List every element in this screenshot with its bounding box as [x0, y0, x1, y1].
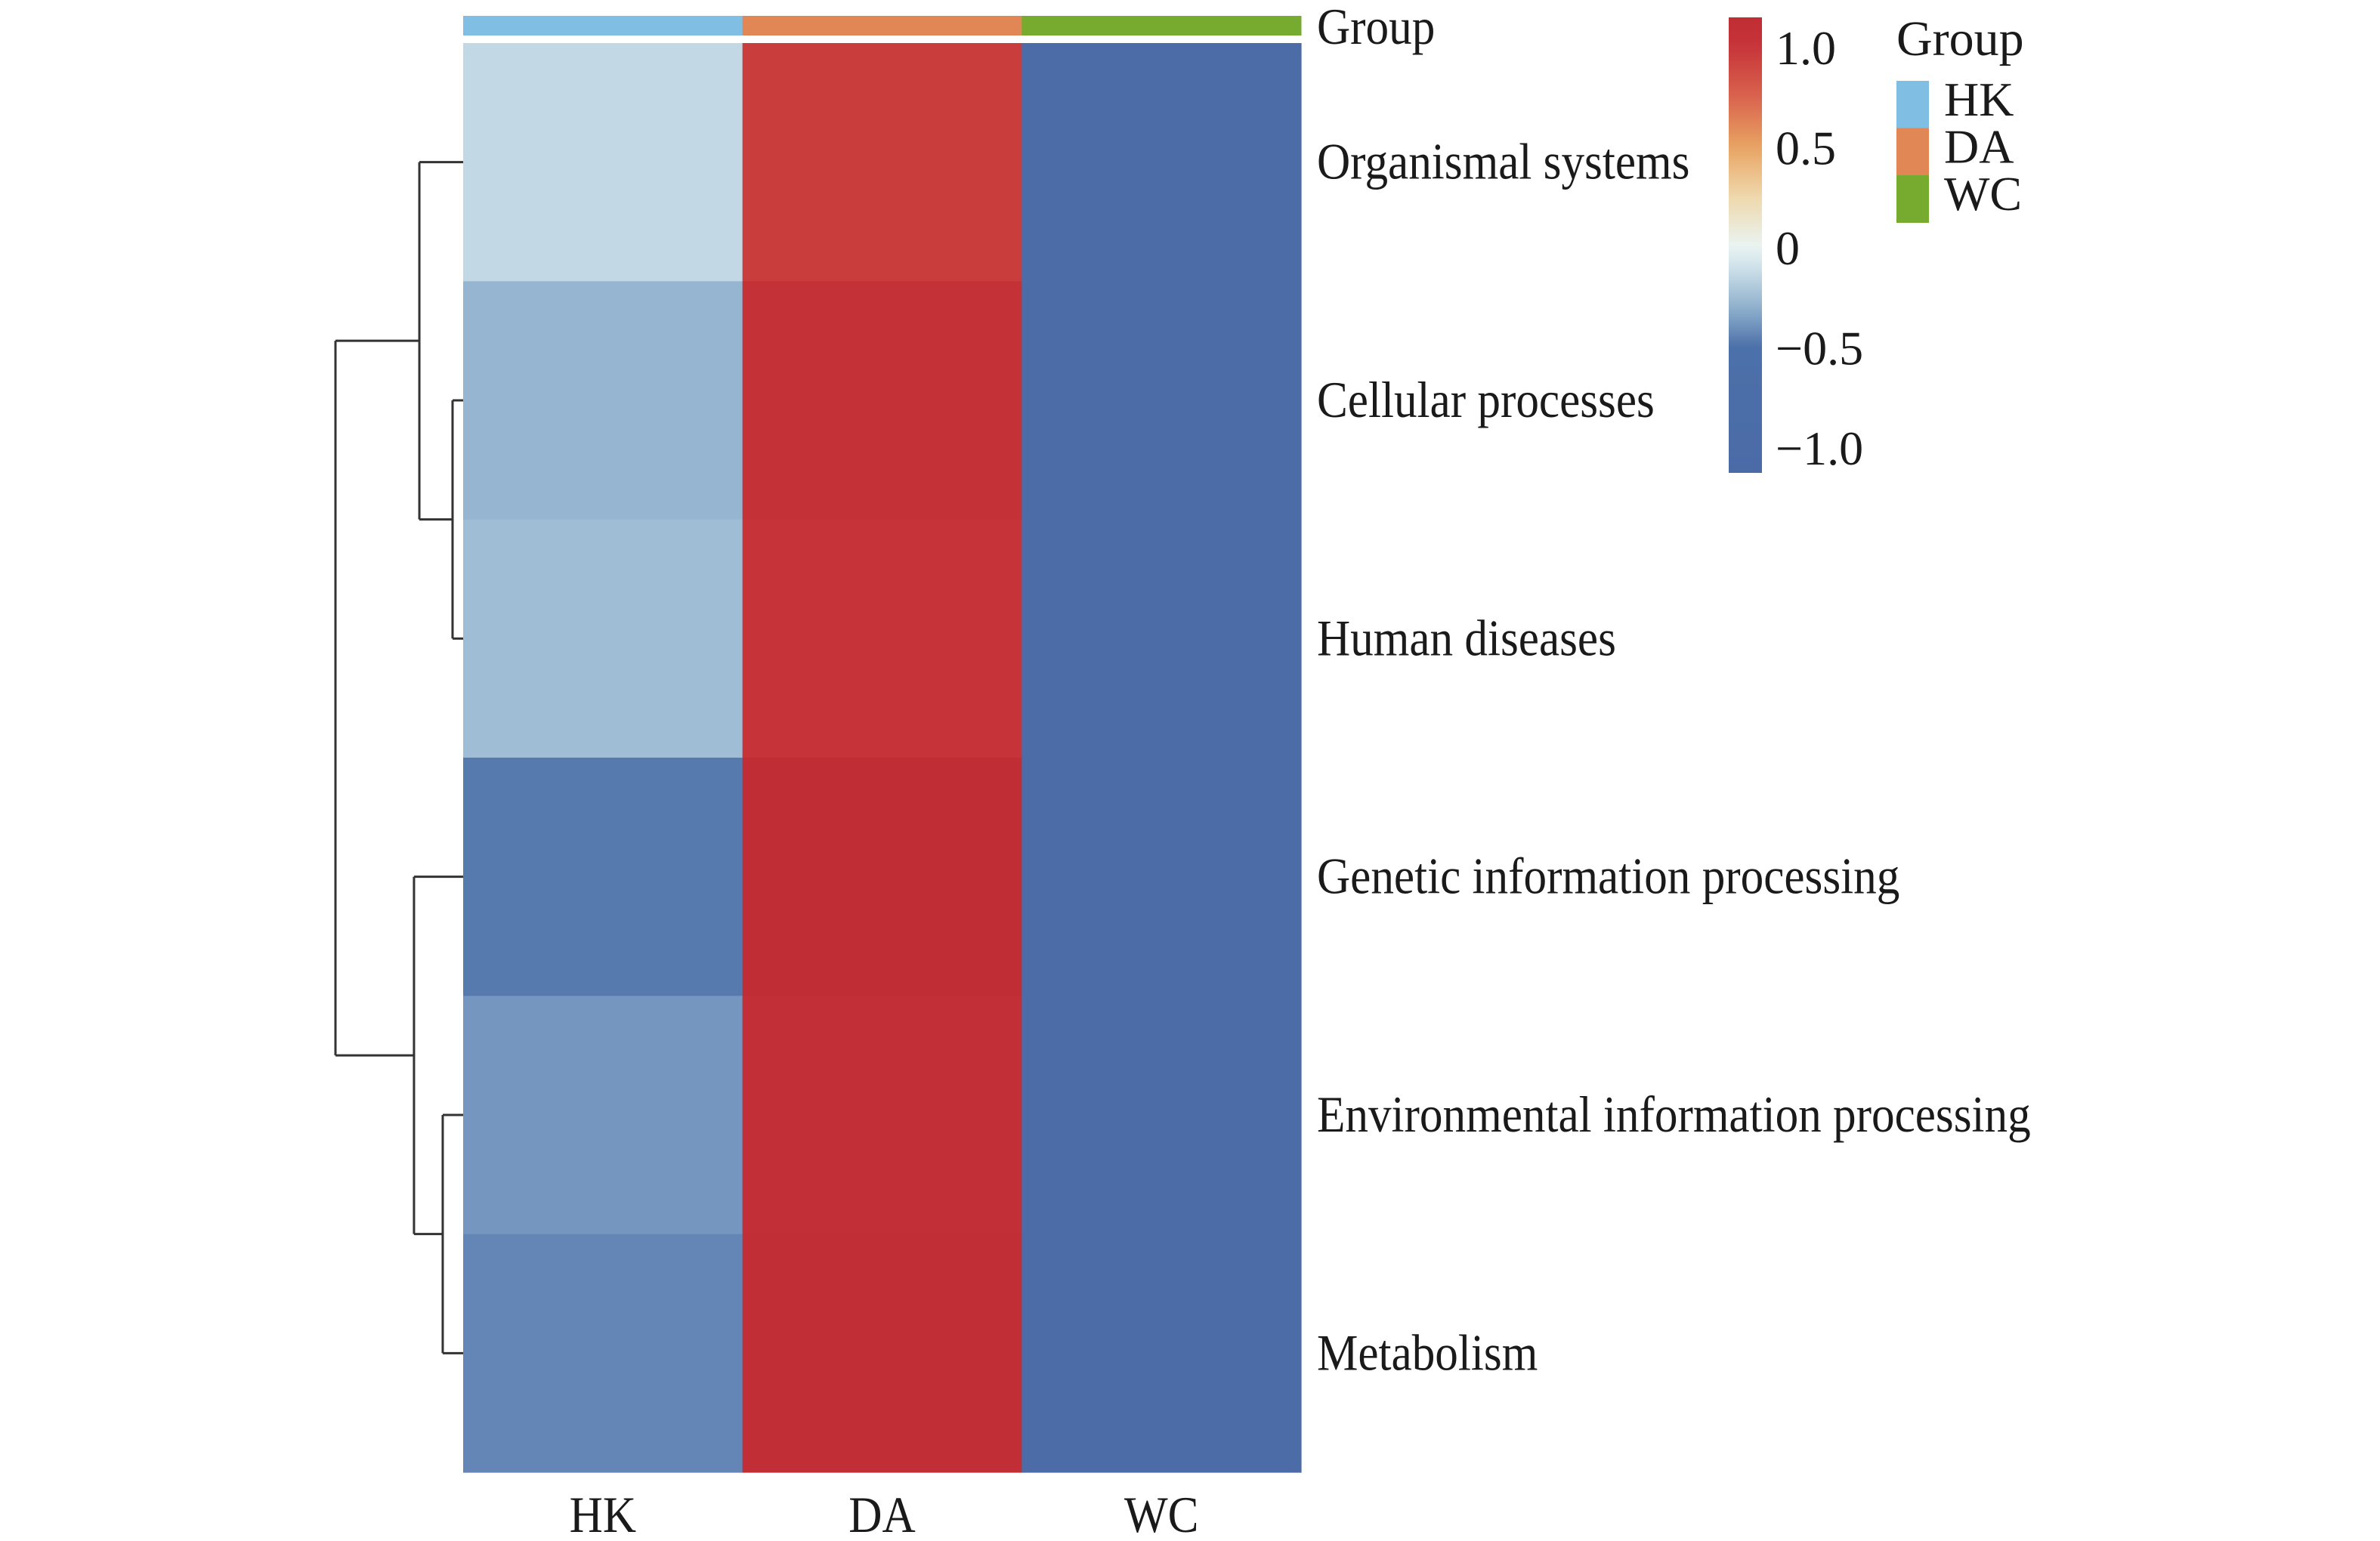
heatmap-cell [463, 43, 743, 282]
heatmap-cell [742, 519, 1022, 758]
colorbar-tick-label: −0.5 [1776, 321, 1863, 375]
heatmap-cell [1022, 281, 1302, 520]
colorbar: 1.0 0.5 0 −0.5 −1.0 [1729, 17, 1863, 475]
heatmap-cell [742, 43, 1022, 282]
legend-swatch-hk [1896, 81, 1929, 128]
heatmap-cells [463, 43, 1302, 1473]
legend-swatch-wc [1896, 175, 1929, 223]
legend-swatch-da [1896, 128, 1929, 176]
annotation-cell-da [742, 16, 1022, 36]
column-label: WC [1124, 1486, 1199, 1541]
heatmap-cell [742, 1234, 1022, 1473]
annotation-label: Group [1317, 0, 1435, 55]
row-label: Cellular processes [1317, 371, 1655, 428]
heatmap-cell [1022, 519, 1302, 758]
heatmap-cell [742, 758, 1022, 996]
legend-label: HK [1944, 73, 2014, 126]
legend-label: DA [1944, 120, 2014, 174]
column-labels: HK DA WC [570, 1486, 1199, 1541]
heatmap-cell [1022, 758, 1302, 996]
row-label: Organismal systems [1317, 133, 1689, 190]
row-label: Metabolism [1317, 1323, 1538, 1381]
colorbar-tick-label: 1.0 [1776, 21, 1836, 75]
row-label: Environmental information processing [1317, 1085, 2031, 1143]
row-labels: Organismal systems Cellular processes Huma… [1317, 133, 2031, 1381]
row-label: Human diseases [1317, 609, 1616, 666]
column-label: DA [848, 1486, 916, 1541]
colorbar-tick-label: 0.5 [1776, 121, 1836, 174]
row-label: Genetic information processing [1317, 848, 1899, 905]
heatmap-cell [463, 281, 743, 520]
heatmap-cell [1022, 1234, 1302, 1473]
colorbar-tick-label: 0 [1776, 221, 1800, 275]
annotation-cell-wc [1022, 16, 1302, 36]
row-dendrogram [334, 161, 463, 1354]
legend-label: WC [1944, 167, 2022, 221]
heatmap-cell [1022, 996, 1302, 1235]
heatmap-cell [463, 758, 743, 996]
column-label: HK [570, 1486, 637, 1541]
legend-title: Group [1896, 11, 2024, 66]
heatmap-cell [463, 1234, 743, 1473]
heatmap-cell [463, 996, 743, 1235]
heatmap-cell [742, 281, 1022, 520]
heatmap-cell [742, 996, 1022, 1235]
colorbar-gradient [1729, 17, 1762, 473]
colorbar-tick-label: −1.0 [1776, 422, 1863, 475]
heatmap-cell [463, 519, 743, 758]
column-annotation-bar [463, 16, 1302, 36]
annotation-cell-hk [463, 16, 743, 36]
heatmap-cell [1022, 43, 1302, 282]
